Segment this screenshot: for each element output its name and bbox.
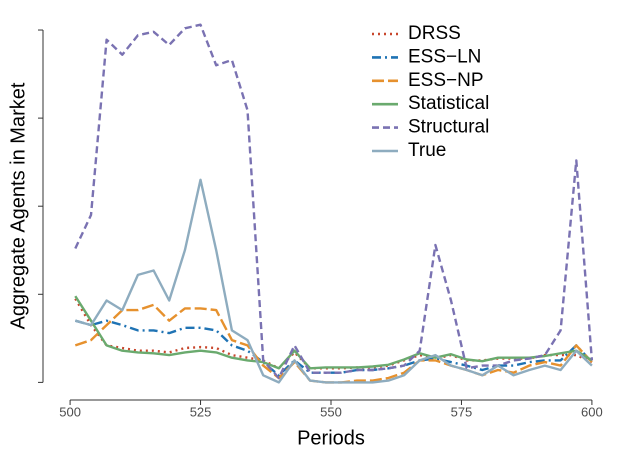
x-tick-label: 550	[320, 404, 342, 419]
y-axis-title: Aggregate Agents in Market	[7, 82, 29, 329]
legend-label: DRSS	[408, 23, 461, 44]
legend-label: Structural	[408, 117, 489, 138]
legend-label: Statistical	[408, 93, 489, 114]
x-axis-title: Periods	[297, 427, 365, 449]
legend-label: True	[408, 140, 446, 161]
x-tick-label: 600	[581, 404, 603, 419]
x-tick-label: 500	[59, 404, 81, 419]
legend-label: ESS−LN	[408, 46, 481, 67]
series-line	[74, 319, 593, 377]
series-line	[74, 178, 593, 384]
legend-label: ESS−NP	[408, 70, 484, 91]
series-line	[74, 303, 593, 384]
x-tick-label: 525	[190, 404, 212, 419]
series-line	[74, 295, 593, 370]
series-line	[74, 23, 594, 380]
x-tick-label: 575	[451, 404, 473, 419]
